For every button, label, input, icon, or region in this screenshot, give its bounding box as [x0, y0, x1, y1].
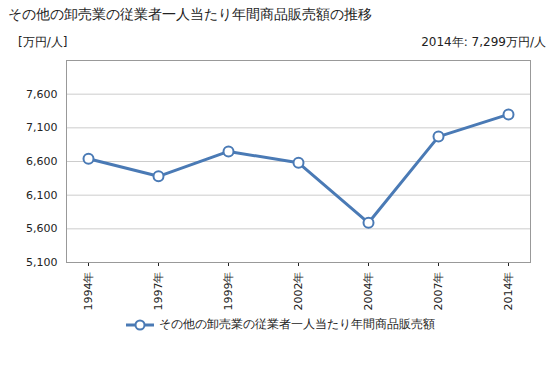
svg-text:5,100: 5,100 — [26, 256, 58, 269]
html-text:[万円/人]: [万円/人] — [18, 35, 68, 49]
svg-text:1997年: 1997年 — [152, 272, 165, 311]
svg-text:7,600: 7,600 — [26, 88, 58, 101]
html-text:その他の卸売業の従業者一人当たり年間商品販売額の推移: その他の卸売業の従業者一人当たり年間商品販売額の推移 — [8, 6, 372, 22]
svg-text:2007年: 2007年 — [432, 272, 445, 311]
svg-text:2002年: 2002年 — [292, 272, 305, 311]
svg-text:1994年: 1994年 — [82, 272, 95, 311]
html-text:2014年: 7,299万円/人: 2014年: 7,299万円/人 — [421, 35, 546, 49]
svg-text:7,100: 7,100 — [26, 121, 58, 134]
html-text:その他の卸売業の従業者一人当たり年間商品販売額: その他の卸売業の従業者一人当たり年間商品販売額 — [159, 317, 435, 331]
svg-text:2014年: 2014年 — [502, 272, 515, 311]
svg-text:6,600: 6,600 — [26, 155, 58, 168]
svg-text:1999年: 1999年 — [222, 272, 235, 311]
svg-text:2004年: 2004年 — [362, 272, 375, 311]
svg-text:5,600: 5,600 — [26, 222, 58, 235]
svg-text:6,100: 6,100 — [26, 189, 58, 202]
